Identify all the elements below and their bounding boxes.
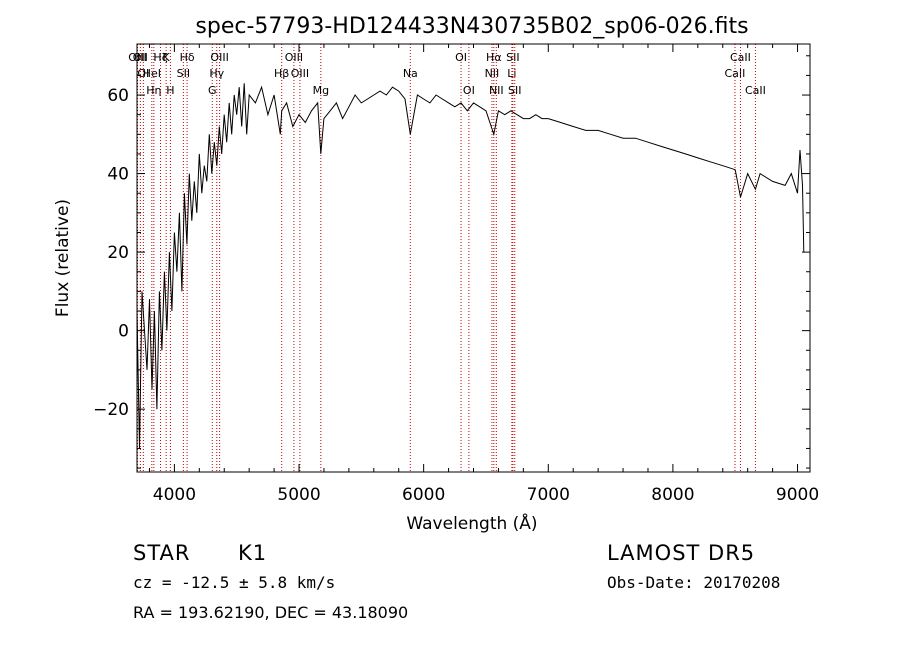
line-marker-label: OI	[137, 67, 149, 80]
y-tick-label: 60	[107, 86, 129, 106]
x-tick-label: 9000	[776, 485, 819, 505]
x-axis-label: Wavelength (Å)	[406, 512, 537, 534]
y-tick-label: 20	[107, 243, 129, 263]
line-marker-label: Hβ	[274, 67, 289, 80]
survey-name: LAMOST DR5	[607, 541, 756, 565]
line-marker-label: H	[166, 84, 174, 97]
line-marker-label: CaII	[725, 67, 746, 80]
emission-line-markers: OIIIOIIOIHeIHηHζKHSIIHδGHγOIIIHβOIIIOIII…	[128, 44, 766, 472]
axis-ticks: 4000 5000 6000 7000 8000 9000 −20 0 20 40 60	[93, 44, 819, 505]
line-marker-label: OIII	[210, 51, 228, 64]
y-axis-label: Flux (relative)	[53, 199, 73, 317]
y-tick-label: 40	[107, 165, 129, 185]
line-marker-label: Hζ	[153, 51, 167, 64]
x-tick-label: 4000	[153, 485, 196, 505]
redshift-readout: cz = -12.5 ± 5.8 km/s	[133, 573, 336, 592]
line-marker-label: Hα	[486, 51, 502, 64]
object-class: STAR	[133, 541, 191, 565]
line-marker-label: CaII	[745, 84, 766, 97]
line-marker-label: OIII	[291, 67, 309, 80]
line-marker-label: OI	[463, 84, 475, 97]
x-tick-label: 6000	[402, 485, 445, 505]
line-marker-label: Hη	[146, 84, 161, 97]
line-marker-label: Li	[507, 67, 516, 80]
sky-coordinates: RA = 193.62190, DEC = 43.18090	[133, 603, 409, 622]
line-marker-label: SII	[177, 67, 190, 80]
line-marker-label: OIII	[285, 51, 303, 64]
line-marker-label: SII	[508, 84, 521, 97]
line-marker-label: Hδ	[180, 51, 195, 64]
spectrum-line-0	[136, 83, 805, 449]
x-tick-label: 5000	[277, 485, 320, 505]
line-marker-label: HeI	[143, 67, 161, 80]
x-tick-label: 8000	[651, 485, 694, 505]
chart-title: spec-57793-HD124433N430735B02_sp06-026.f…	[195, 14, 748, 39]
line-marker-label: Mg	[313, 84, 329, 97]
x-tick-label: 7000	[527, 485, 570, 505]
line-marker-label: NII	[489, 84, 504, 97]
spectrum-series	[136, 83, 805, 449]
line-marker-label: K	[163, 51, 171, 64]
observation-date: Obs-Date: 20170208	[607, 573, 781, 592]
line-marker-label: OI	[455, 51, 467, 64]
line-marker-label: OII	[133, 51, 148, 64]
line-marker-label: Hγ	[209, 67, 224, 80]
line-marker-label: G	[208, 84, 217, 97]
line-marker-label: NII	[485, 67, 500, 80]
line-marker-label: Na	[403, 67, 418, 80]
spectral-subclass: K1	[238, 541, 268, 565]
line-marker-label: CaII	[730, 51, 751, 64]
y-tick-label: −20	[93, 400, 129, 420]
line-marker-label: SII	[506, 51, 519, 64]
plot-frame	[136, 43, 811, 473]
y-tick-label: 0	[118, 322, 129, 342]
